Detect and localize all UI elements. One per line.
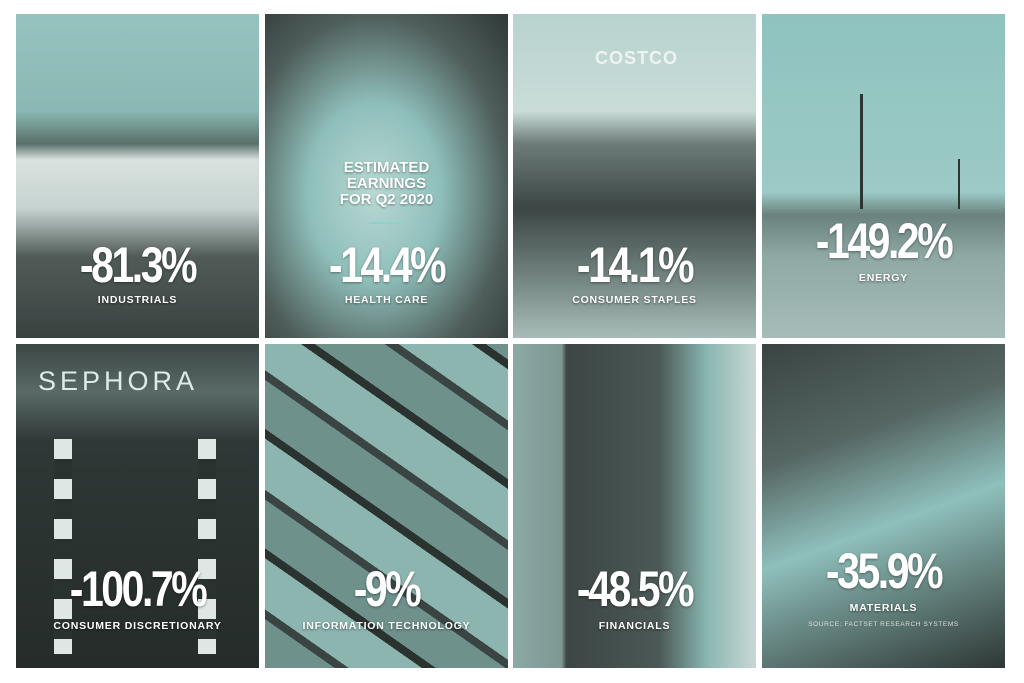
photo-circuit-boards: [265, 344, 508, 668]
percent-value: -100.7%: [69, 561, 208, 617]
source-note: SOURCE: FACTSET RESEARCH SYSTEMS: [808, 621, 959, 628]
sector-label: ENERGY: [858, 272, 909, 284]
heading-rule: [369, 222, 403, 224]
photo-airplanes: [16, 14, 259, 338]
chart-heading: ESTIMATED EARNINGS FOR Q2 2020: [339, 159, 434, 208]
turbine-tower: [958, 159, 960, 209]
percent-value: -81.3%: [79, 237, 198, 293]
tile-consumer-staples: COSTCO -14.1% CONSUMER STAPLES: [513, 14, 756, 338]
tile-industrials: -81.3% INDUSTRIALS: [16, 14, 259, 338]
percent-value: -14.4%: [328, 237, 447, 293]
door-frame-left: [54, 439, 72, 654]
percent-value: -14.1%: [576, 237, 695, 293]
tile-information-technology: -9% INFORMATION TECHNOLOGY: [265, 344, 508, 668]
door-frame-right: [198, 439, 216, 654]
photo-wind-turbines: [762, 14, 1005, 338]
photo-steel-sparks: [762, 344, 1005, 668]
sector-label: MATERIALS: [849, 602, 918, 614]
sephora-sign: SEPHORA: [38, 366, 199, 396]
tile-materials: -35.9% MATERIALS SOURCE: FACTSET RESEARC…: [762, 344, 1005, 668]
sector-label: INFORMATION TECHNOLOGY: [302, 620, 471, 632]
sector-label: CONSUMER DISCRETIONARY: [53, 620, 222, 632]
tile-financials: -48.5% FINANCIALS: [513, 344, 756, 668]
sector-label: HEALTH CARE: [344, 294, 429, 306]
turbine-tower: [860, 94, 863, 209]
costco-sign: COSTCO: [595, 48, 679, 68]
tile-health-care: ESTIMATED EARNINGS FOR Q2 2020 -14.4% HE…: [265, 14, 508, 338]
percent-value: -48.5%: [576, 561, 695, 617]
photo-costco-shoppers: [513, 14, 756, 338]
sector-label: FINANCIALS: [598, 620, 671, 632]
photo-atm: [513, 344, 756, 668]
sector-label: CONSUMER STAPLES: [572, 294, 697, 306]
percent-value: -35.9%: [825, 543, 944, 599]
percent-value: -9%: [353, 561, 422, 617]
tile-consumer-discretionary: SEPHORA -100.7% CONSUMER DISCRETIONARY: [16, 344, 259, 668]
percent-value: -149.2%: [815, 213, 954, 269]
sector-label: INDUSTRIALS: [97, 294, 178, 306]
photo-health-worker: [265, 14, 508, 338]
tile-energy: -149.2% ENERGY: [762, 14, 1005, 338]
